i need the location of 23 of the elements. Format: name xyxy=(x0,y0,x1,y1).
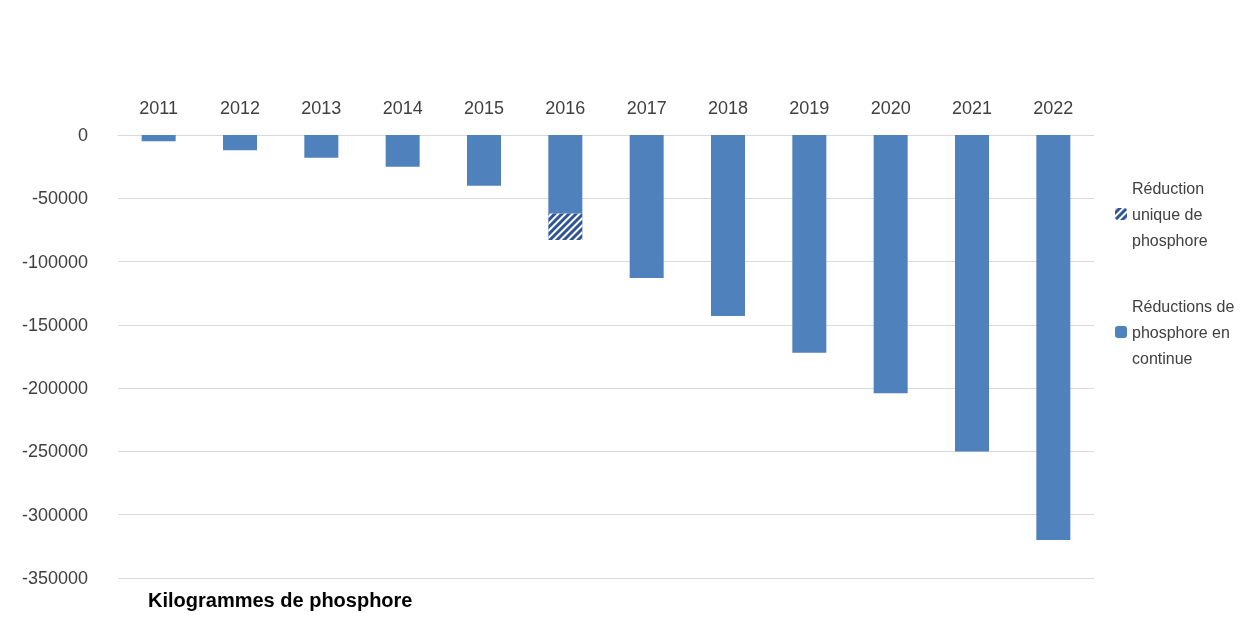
legend-label: Réductions de phosphore en continue xyxy=(1132,297,1239,367)
y-tick-label: -200000 xyxy=(21,378,88,399)
x-tick-label: 2011 xyxy=(139,98,179,118)
x-tick-label: 2020 xyxy=(870,98,911,118)
x-tick-label: 2014 xyxy=(382,98,423,118)
y-tick-label: -50000 xyxy=(31,188,88,209)
x-tick-label: 2016 xyxy=(545,98,586,118)
x-tick-label: 2017 xyxy=(626,98,667,118)
x-tick-label: 2015 xyxy=(463,98,505,118)
x-tick-label: 2019 xyxy=(789,98,830,118)
legend-label: Réduction unique de phosphore xyxy=(1132,179,1209,249)
y-tick-label: -350000 xyxy=(21,568,88,588)
y-tick-label: -250000 xyxy=(21,441,88,462)
y-tick-label: 0 xyxy=(77,125,88,145)
y-tick-label: -100000 xyxy=(21,251,88,272)
text: Kilogrammes de phosphore xyxy=(148,589,413,611)
x-tick-label: 2013 xyxy=(301,98,342,118)
x-tick-label: 2022 xyxy=(1033,98,1074,118)
x-tick-label: 2018 xyxy=(707,98,749,118)
y-tick-label: -300000 xyxy=(21,504,88,525)
x-tick-label: 2012 xyxy=(219,98,261,118)
x-tick-label: 2021 xyxy=(951,98,993,118)
y-tick-label: -150000 xyxy=(21,314,88,335)
